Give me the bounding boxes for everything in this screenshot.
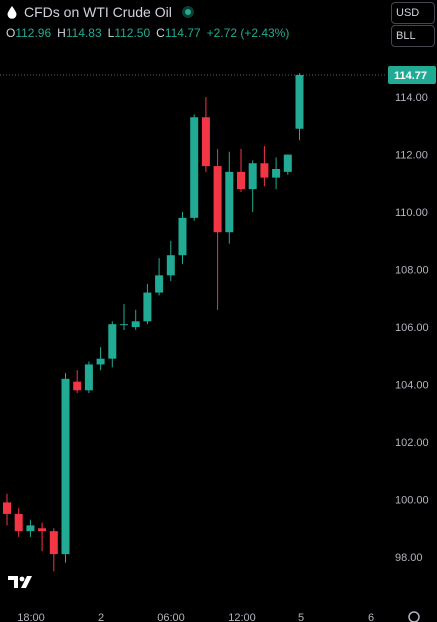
- y-tick-label: 106.00: [395, 322, 429, 334]
- x-tick-label: 18:00: [17, 612, 45, 622]
- y-tick-label: 104.00: [395, 380, 429, 392]
- ohlc-high-key: H: [57, 26, 66, 40]
- ohlc-low-key: L: [107, 26, 115, 40]
- candle-body: [84, 364, 93, 391]
- x-tick-label: 6: [368, 612, 374, 622]
- candle-body: [237, 171, 245, 190]
- market-status-icon: [181, 6, 194, 18]
- x-tick-label: 2: [98, 612, 104, 622]
- candle-body: [14, 513, 23, 532]
- candle-body: [201, 117, 210, 167]
- candle-body: [283, 154, 292, 172]
- candle-body: [61, 378, 70, 555]
- candle-body: [3, 502, 11, 514]
- candle-body: [96, 358, 105, 365]
- ohlc-legend: O112.96 H114.83 L112.50 C114.77 +2.72 (+…: [6, 26, 289, 40]
- candle-body: [155, 275, 164, 293]
- y-tick-label: 108.00: [395, 265, 429, 277]
- ohlc-close-value: 114.77: [164, 26, 201, 40]
- x-tick-label: 5: [298, 612, 304, 622]
- tradingview-logo-icon[interactable]: [8, 574, 38, 590]
- ohlc-open-value: 112.96: [15, 26, 52, 40]
- y-tick-label: 102.00: [395, 437, 429, 449]
- candle-body: [295, 75, 304, 129]
- candle-body: [49, 531, 58, 555]
- candle-body: [190, 117, 199, 218]
- candle-body: [166, 255, 175, 276]
- candle-body: [131, 321, 140, 328]
- last-price-label: 114.77: [394, 70, 427, 82]
- y-tick-label: 110.00: [395, 207, 428, 219]
- ohlc-high-value: 114.83: [65, 26, 102, 40]
- ohlc-open-key: O: [6, 26, 16, 40]
- ohlc-low-value: 112.50: [114, 26, 151, 40]
- y-tick-label: 114.00: [395, 92, 428, 104]
- symbol-header: CFDs on WTI Crude Oil: [6, 0, 194, 24]
- candle-body: [178, 217, 187, 256]
- candle-body: [248, 163, 257, 190]
- settings-gear-icon[interactable]: [408, 611, 420, 622]
- candle-body: [225, 171, 234, 233]
- last-price-badge: [388, 66, 436, 84]
- x-tick-label: 06:00: [157, 612, 185, 622]
- oil-drop-icon: [7, 6, 17, 19]
- price-change: +2.72 (+2.43%): [206, 26, 290, 40]
- candle-body: [272, 168, 281, 178]
- y-tick-label: 98.00: [395, 552, 423, 564]
- symbol-title[interactable]: CFDs on WTI Crude Oil: [24, 4, 172, 20]
- unit-select[interactable]: BLL: [391, 25, 435, 47]
- candle-body: [73, 381, 82, 391]
- candle-body: [143, 292, 152, 322]
- y-tick-label: 112.00: [395, 150, 428, 162]
- ohlc-close-key: C: [156, 26, 165, 40]
- currency-select[interactable]: USD: [391, 2, 435, 24]
- candle-body: [38, 528, 47, 532]
- candle-body: [120, 324, 128, 326]
- candle-body: [26, 525, 35, 532]
- y-tick-label: 100.00: [395, 495, 429, 507]
- candle-body: [260, 163, 269, 178]
- candle-body: [108, 324, 117, 359]
- x-tick-label: 12:00: [228, 612, 256, 622]
- candle-body: [213, 166, 222, 233]
